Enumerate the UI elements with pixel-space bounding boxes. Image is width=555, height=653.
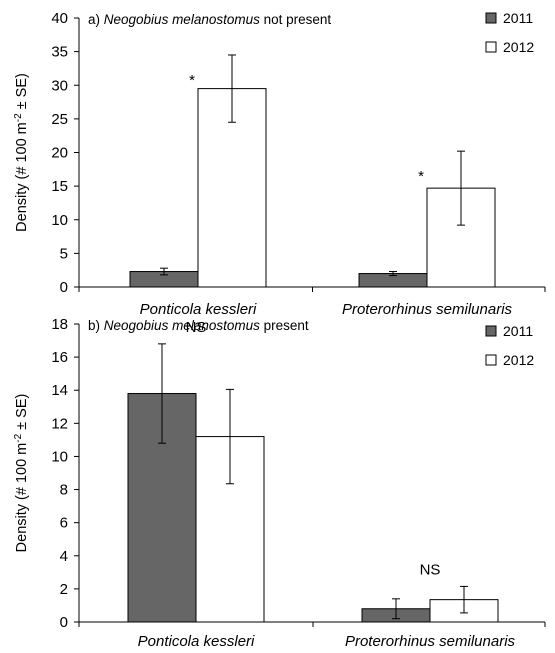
- y-tick-label: 35: [51, 44, 68, 61]
- y-tick-label: 5: [60, 245, 68, 262]
- panel-label: a): [88, 12, 104, 27]
- panel-title-species: Neogobius melanostomus: [104, 318, 260, 333]
- legend: 2011 2012: [485, 10, 534, 55]
- legend-swatch-2012: [485, 41, 497, 53]
- y-axis-label: Density (# 100 m-2 ± SE): [13, 73, 31, 232]
- legend-label-2012: 2012: [503, 352, 534, 368]
- y-tick-label: 8: [60, 482, 68, 499]
- significance-label: NS: [420, 561, 441, 578]
- y-tick-label: 0: [60, 614, 68, 631]
- legend-swatch-2011: [485, 12, 497, 24]
- panel-title-rest: present: [260, 318, 309, 333]
- y-axis-label-main: Density (# 100 m: [14, 122, 30, 232]
- y-tick-label: 12: [51, 415, 68, 432]
- y-tick-label: 4: [60, 548, 68, 565]
- y-axis-label-main: Density (# 100 m: [14, 443, 30, 553]
- y-tick-label: 15: [51, 178, 68, 195]
- y-axis-label-tail: ± SE): [14, 394, 30, 434]
- significance-label: *: [189, 72, 195, 89]
- significance-label: *: [418, 168, 424, 185]
- y-tick-label: 20: [51, 145, 68, 162]
- significance-label: NS: [186, 319, 207, 336]
- y-axis-label-sup: -2: [13, 113, 24, 122]
- legend-label-2011: 2011: [503, 10, 533, 26]
- y-tick-label: 0: [60, 279, 68, 296]
- panel-label: b): [88, 318, 104, 333]
- y-tick-label: 14: [51, 382, 68, 399]
- legend-swatch-2011: [485, 325, 497, 337]
- y-tick-label: 16: [51, 349, 68, 366]
- y-tick-label: 18: [51, 316, 68, 333]
- panel-title-species: Neogobius melanostomus: [104, 12, 260, 27]
- x-category-label: Ponticola kessleri: [140, 301, 257, 318]
- y-tick-label: 6: [60, 515, 68, 532]
- legend-label-2012: 2012: [503, 39, 534, 55]
- y-tick-label: 40: [51, 10, 68, 27]
- panel-title: a) Neogobius melanostomus not present: [88, 12, 331, 27]
- x-category-label: Ponticola kessleri: [138, 633, 255, 650]
- y-axis-label-tail: ± SE): [14, 73, 30, 113]
- panel-title-rest: not present: [260, 12, 332, 27]
- x-category-label: Proterorhinus semilunaris: [342, 301, 513, 318]
- legend-swatch-2012: [485, 354, 497, 366]
- panel-title: b) Neogobius melanostomus present: [88, 318, 309, 333]
- y-tick-label: 25: [51, 111, 68, 128]
- y-tick-label: 2: [60, 581, 68, 598]
- y-tick-label: 10: [51, 212, 68, 229]
- legend: 2011 2012: [485, 323, 534, 368]
- chart-panel-b: 0 2 4 6 8 10 12 14 16 18 NS Ponticola kessleri NS Pro…: [13, 316, 546, 650]
- y-tick-label: 10: [51, 448, 68, 465]
- y-axis-label: Density (# 100 m-2 ± SE): [13, 394, 31, 553]
- y-axis-label-sup: -2: [13, 433, 24, 442]
- legend-label-2011: 2011: [503, 323, 533, 339]
- x-category-label: Proterorhinus semilunaris: [345, 633, 516, 650]
- y-tick-label: 30: [51, 77, 68, 94]
- chart-panel-a: 0 5 10 15 20 25 30 35 40 * Ponticola kessleri * Prot…: [13, 10, 546, 318]
